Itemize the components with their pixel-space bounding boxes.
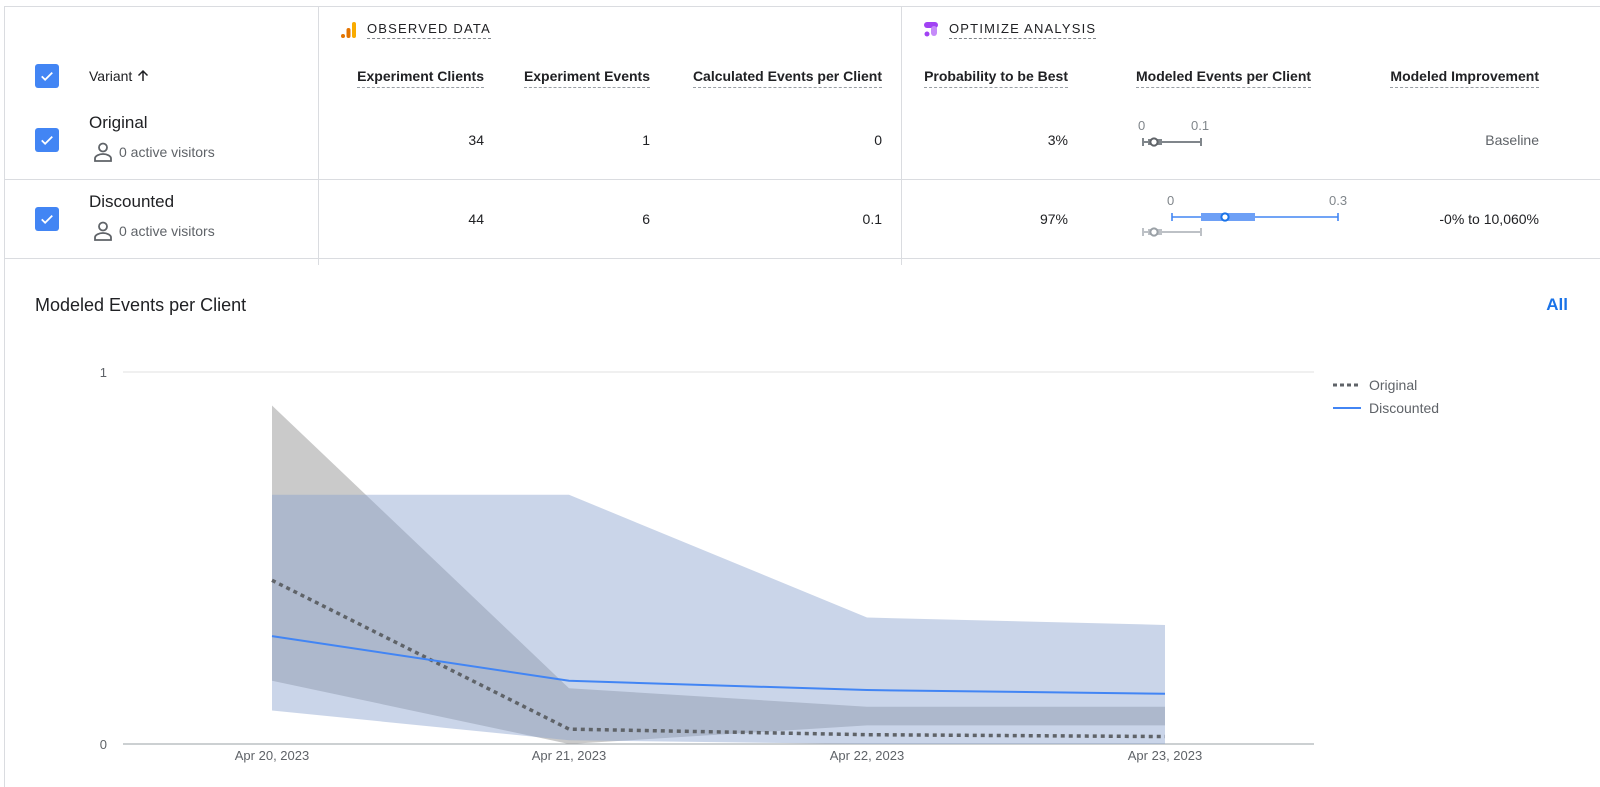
variant-name: Original <box>89 113 148 132</box>
improvement-value: Baseline <box>1485 132 1539 148</box>
calculated-events-value: 0.1 <box>862 211 882 227</box>
interval-min-label: 0 <box>1167 193 1175 208</box>
interval-max-label: 0.3 <box>1329 193 1348 208</box>
variant-name: Discounted <box>89 192 175 211</box>
interval-min-label: 0 <box>1138 118 1146 133</box>
x-tick-label: Apr 23, 2023 <box>1128 748 1202 763</box>
check-icon <box>41 214 53 225</box>
confidence-band-discounted <box>272 494 1165 744</box>
modeled-improvement-header[interactable]: Modeled Improvement <box>1390 68 1539 88</box>
observed-data-section: OBSERVED DATA <box>341 21 491 39</box>
y-tick-label: 0 <box>100 737 107 752</box>
person-icon <box>94 142 112 162</box>
chart-legend: Original Discounted <box>1333 373 1439 419</box>
legend-item-discounted[interactable]: Discounted <box>1333 396 1439 419</box>
variant-checkbox-original[interactable] <box>35 128 59 152</box>
x-tick-label: Apr 21, 2023 <box>532 748 606 763</box>
divider <box>901 7 902 265</box>
confidence-band-original <box>272 405 1165 744</box>
divider <box>318 7 319 265</box>
experiment-clients-value: 44 <box>468 211 484 227</box>
calculated-events-header[interactable]: Calculated Events per Client <box>692 68 882 88</box>
experiment-report: Variant OBSERVED DATA OPTIMIZE ANALYSIS … <box>4 6 1600 787</box>
optimize-analysis-label: OPTIMIZE ANALYSIS <box>949 21 1097 39</box>
active-visitors: 0 active visitors <box>93 141 215 163</box>
variant-header-label: Variant <box>89 68 133 84</box>
experiment-events-header[interactable]: Experiment Events <box>523 68 650 88</box>
y-tick-label: 1 <box>100 365 107 380</box>
divider <box>5 258 1600 259</box>
legend-item-original[interactable]: Original <box>1333 373 1439 396</box>
interval-plot-original <box>1142 137 1202 147</box>
select-all-checkbox[interactable] <box>35 64 59 88</box>
check-icon <box>41 135 53 146</box>
series-line-discounted <box>271 635 1166 695</box>
interval-max-label: 0.1 <box>1191 118 1210 133</box>
legend-solid-line <box>1333 406 1361 409</box>
optimize-analysis-section: OPTIMIZE ANALYSIS <box>923 21 1097 39</box>
improvement-value: -0% to 10,060% <box>1439 211 1539 227</box>
person-icon <box>94 221 112 241</box>
probability-best-header[interactable]: Probability to be Best <box>924 68 1068 88</box>
all-link[interactable]: All <box>1546 295 1568 314</box>
experiment-clients-value: 34 <box>468 132 484 148</box>
observed-data-label: OBSERVED DATA <box>367 21 491 39</box>
experiment-events-value: 1 <box>642 132 650 148</box>
probability-best-value: 97% <box>1039 211 1068 227</box>
legend-label: Discounted <box>1369 399 1440 416</box>
modeled-events-header[interactable]: Modeled Events per Client <box>1136 68 1312 88</box>
x-tick-label: Apr 20, 2023 <box>235 748 309 763</box>
active-visitors-text: 0 active visitors <box>119 144 215 160</box>
variant-sort-header[interactable]: Variant <box>89 68 150 84</box>
legend-label: Original <box>1369 376 1418 393</box>
modeled-events-chart: 0 1 Apr 20, 2023 Apr 21, 2023 Apr 22, 2023 Ap… <box>100 365 1314 763</box>
experiment-clients-header[interactable]: Experiment Clients <box>357 68 484 88</box>
probability-best-value: 3% <box>1047 132 1068 148</box>
results-table: Variant OBSERVED DATA OPTIMIZE ANALYSIS … <box>5 7 1600 265</box>
optimize-icon <box>924 22 938 37</box>
arrow-up-icon <box>138 69 149 81</box>
experiment-events-value: 6 <box>642 211 650 227</box>
active-visitors: 0 active visitors <box>93 220 215 242</box>
check-icon <box>41 71 53 82</box>
variant-checkbox-discounted[interactable] <box>35 207 59 231</box>
legend-dotted-line <box>1333 383 1361 386</box>
active-visitors-text: 0 active visitors <box>119 223 215 239</box>
series-line-original <box>271 578 1166 739</box>
interval-plot-discounted <box>1142 212 1339 237</box>
analytics-icon <box>341 22 356 38</box>
chart-title: Modeled Events per Client <box>35 295 247 315</box>
calculated-events-value: 0 <box>874 132 882 148</box>
divider <box>5 179 1600 180</box>
x-tick-label: Apr 22, 2023 <box>830 748 904 763</box>
